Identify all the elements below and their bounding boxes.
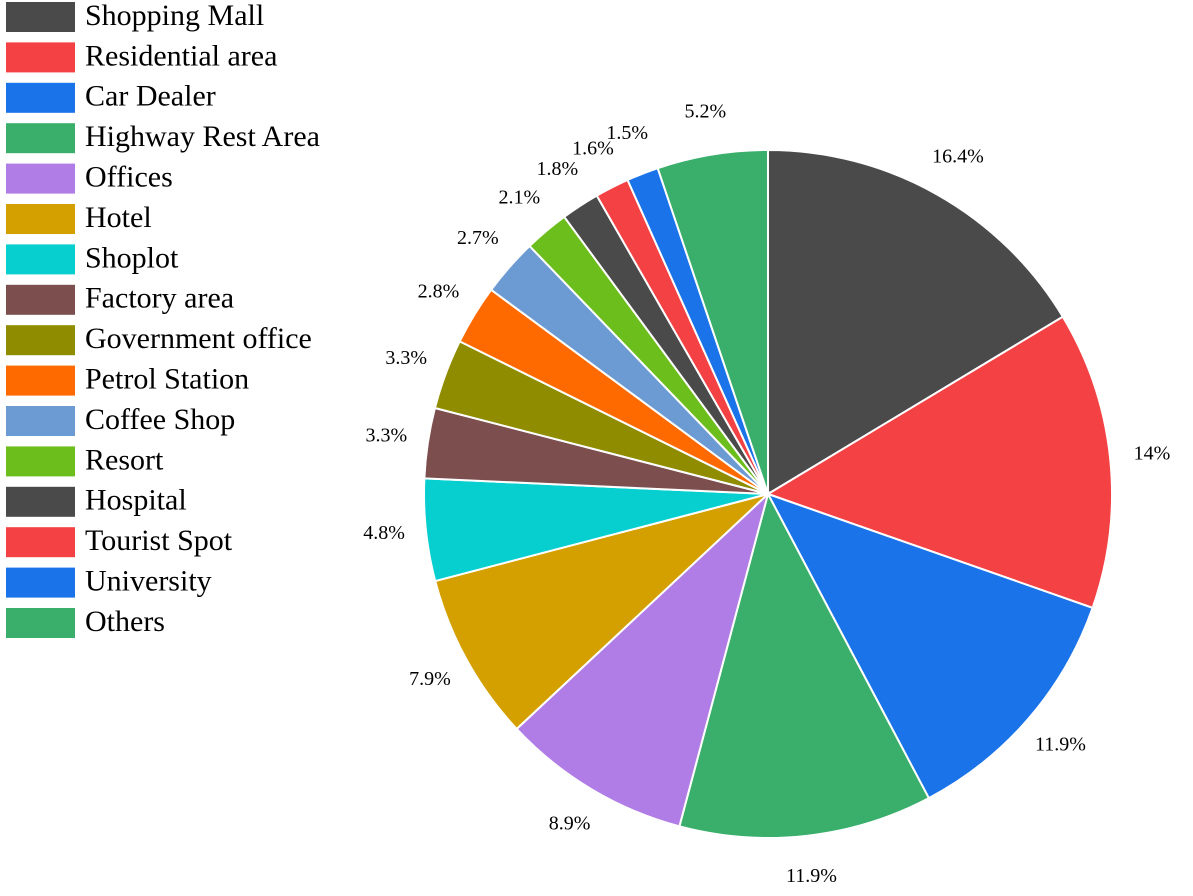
- legend-label: Factory area: [85, 282, 234, 315]
- slice-percent-label: 1.8%: [536, 158, 578, 180]
- legend-label: Petrol Station: [85, 362, 249, 395]
- pie-slice: [678, 491, 931, 839]
- pie-slice: [765, 492, 1094, 800]
- legend-swatch: [6, 204, 75, 234]
- slice-percent-label: 1.6%: [572, 138, 614, 160]
- legend-item: Factory area: [6, 282, 234, 315]
- legend-label: Car Dealer: [85, 80, 216, 113]
- legend-item: Tourist Spot: [6, 524, 233, 558]
- slice-percent-label: 3.3%: [365, 424, 407, 446]
- pie-slices: [423, 148, 1113, 839]
- legend-label: Coffee Shop: [85, 403, 235, 436]
- legend-swatch: [6, 244, 75, 275]
- legend-item: Coffee Shop: [6, 403, 235, 436]
- legend-swatch: [6, 486, 75, 517]
- legend-label: University: [85, 564, 212, 597]
- slice-percent-label: 2.1%: [499, 186, 541, 208]
- legend-label: Hospital: [85, 484, 187, 517]
- legend-item: Government office: [6, 322, 312, 356]
- legend-item: Others: [6, 605, 165, 638]
- pie-slice: [767, 148, 1065, 496]
- legend-swatch: [6, 284, 75, 315]
- legend-swatch: [6, 2, 75, 32]
- legend-swatch: [6, 42, 75, 73]
- legend-item: Petrol Station: [6, 362, 249, 396]
- slice-percent-label: 2.7%: [457, 227, 499, 249]
- legend-label: Shopping Mall: [85, 0, 264, 32]
- pie-slice: [656, 148, 769, 495]
- slice-percent-label: 11.9%: [1035, 733, 1086, 755]
- slice-percent-label: 4.8%: [363, 522, 405, 544]
- legend-swatch: [6, 163, 75, 194]
- slice-percent-label: 16.4%: [932, 146, 984, 168]
- legend-label: Resort: [85, 443, 164, 476]
- legend-swatch: [6, 365, 75, 396]
- slice-percent-label: 5.2%: [684, 101, 726, 123]
- slice-percent-label: 14%: [1134, 442, 1171, 464]
- legend-label: Residential area: [85, 39, 277, 72]
- slice-percent-label: 2.8%: [418, 281, 460, 303]
- legend-item: Shopping Mall: [6, 0, 264, 32]
- legend-swatch: [6, 82, 75, 113]
- legend-label: Highway Rest Area: [85, 120, 320, 153]
- legend-item: Shoplot: [6, 241, 179, 275]
- legend-item: Offices: [6, 160, 173, 194]
- legend-label: Hotel: [85, 201, 152, 234]
- slice-labels: 16.4% 14% 11.9% 11.9% 8.9% 7.9% 4.8% 3.3% 3.3% 2.…: [363, 101, 1170, 887]
- legend-item: Residential area: [6, 39, 277, 73]
- legend-swatch: [6, 527, 75, 558]
- legend-label: Government office: [85, 322, 312, 355]
- legend-item: Hospital: [6, 484, 187, 517]
- slice-percent-label: 8.9%: [549, 813, 591, 835]
- legend-item: Highway Rest Area: [6, 120, 320, 154]
- slice-percent-label: 7.9%: [409, 668, 451, 690]
- legend-swatch: [6, 325, 75, 356]
- legend-item: Resort: [6, 443, 164, 477]
- pie-slice: [433, 493, 769, 731]
- legend-swatch: [6, 123, 75, 154]
- legend-label: Shoplot: [85, 241, 179, 274]
- legend: Shopping Mall Residential area Car Dealer H…: [6, 0, 320, 638]
- legend-label: Others: [85, 605, 165, 638]
- slice-percent-label: 3.3%: [385, 347, 427, 369]
- legend-item: Hotel: [6, 201, 152, 234]
- legend-swatch: [6, 406, 75, 436]
- legend-swatch: [6, 567, 75, 598]
- pie-slice: [515, 490, 770, 828]
- legend-swatch: [6, 608, 75, 638]
- legend-item: Car Dealer: [6, 80, 216, 113]
- pie-slice: [765, 315, 1113, 610]
- legend-label: Offices: [85, 160, 173, 193]
- slice-percent-label: 1.5%: [606, 122, 648, 144]
- legend-swatch: [6, 446, 75, 477]
- legend-label: Tourist Spot: [85, 524, 233, 557]
- legend-item: University: [6, 564, 212, 598]
- slice-percent-label: 11.9%: [786, 865, 837, 887]
